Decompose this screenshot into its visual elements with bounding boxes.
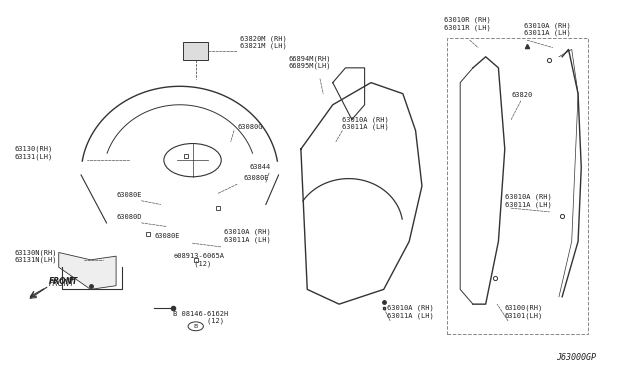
Text: B: B (194, 324, 198, 329)
Text: 63130(RH)
63131(LH): 63130(RH) 63131(LH) (14, 146, 52, 160)
Text: 63010A (RH)
63011A (LH): 63010A (RH) 63011A (LH) (524, 22, 571, 36)
Text: ⊖08913-6065A
     (12): ⊖08913-6065A (12) (173, 253, 225, 267)
Text: 63010A (RH)
63011A (LH): 63010A (RH) 63011A (LH) (225, 229, 271, 243)
Text: 63010A (RH)
63011A (LH): 63010A (RH) 63011A (LH) (342, 116, 389, 130)
Text: 63820M (RH)
63821M (LH): 63820M (RH) 63821M (LH) (241, 35, 287, 49)
Text: 63100(RH)
63101(LH): 63100(RH) 63101(LH) (505, 305, 543, 318)
Text: 63820: 63820 (511, 92, 532, 98)
Polygon shape (59, 253, 116, 289)
Text: 63130N(RH)
63131N(LH): 63130N(RH) 63131N(LH) (14, 249, 56, 263)
Text: 63080E: 63080E (154, 233, 180, 239)
Text: FRONT: FRONT (49, 279, 75, 288)
Bar (447, 38, 588, 334)
Bar (183, 42, 209, 61)
Text: J63000GP: J63000GP (556, 353, 596, 362)
Text: 63080E: 63080E (244, 176, 269, 182)
Text: 63080E: 63080E (116, 192, 141, 198)
Text: 63010A (RH)
63011A (LH): 63010A (RH) 63011A (LH) (505, 194, 552, 208)
Text: FRONT: FRONT (49, 277, 79, 286)
Text: 63010R (RH)
63011R (LH): 63010R (RH) 63011R (LH) (444, 17, 491, 31)
Text: 63844: 63844 (250, 164, 271, 170)
Text: 63010A (RH)
63011A (LH): 63010A (RH) 63011A (LH) (387, 305, 434, 318)
Text: 63080D: 63080D (116, 214, 141, 220)
Text: B 08146-6162H
        (12): B 08146-6162H (12) (173, 311, 228, 324)
Text: 63080G: 63080G (237, 124, 262, 130)
Text: 66894M(RH)
66895M(LH): 66894M(RH) 66895M(LH) (288, 55, 331, 69)
